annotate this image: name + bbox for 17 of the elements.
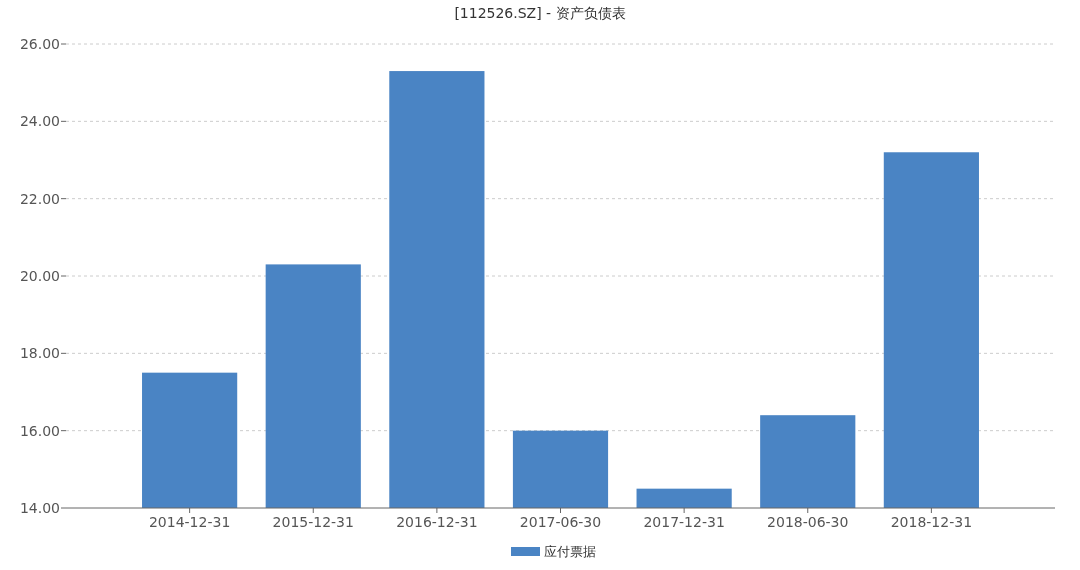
x-tick-label: 2017-06-30 xyxy=(519,514,602,530)
legend-label: 应付票据 xyxy=(544,544,596,559)
y-tick-label: 18.00 xyxy=(19,345,60,362)
x-tick-label: 2014-12-31 xyxy=(148,514,231,530)
legend: 应付票据 xyxy=(511,544,596,559)
y-tick-label: 16.00 xyxy=(19,422,60,439)
x-tick-label: 2018-06-30 xyxy=(767,514,849,530)
y-tick-label: 24.00 xyxy=(19,113,60,130)
chart-title: [112526.SZ] - 资产负债表 xyxy=(454,5,626,21)
x-tick-label: 2017-12-31 xyxy=(643,514,725,530)
y-tick-label: 26.00 xyxy=(19,36,60,52)
x-tick-label: 2015-12-31 xyxy=(272,514,354,530)
y-tick-label: 22.00 xyxy=(19,190,60,207)
y-tick-label: 14.00 xyxy=(19,500,60,516)
x-tick-label: 2018-12-31 xyxy=(890,514,973,530)
y-tick-label: 20.00 xyxy=(19,268,60,284)
x-tick-label: 2016-12-31 xyxy=(396,514,478,530)
